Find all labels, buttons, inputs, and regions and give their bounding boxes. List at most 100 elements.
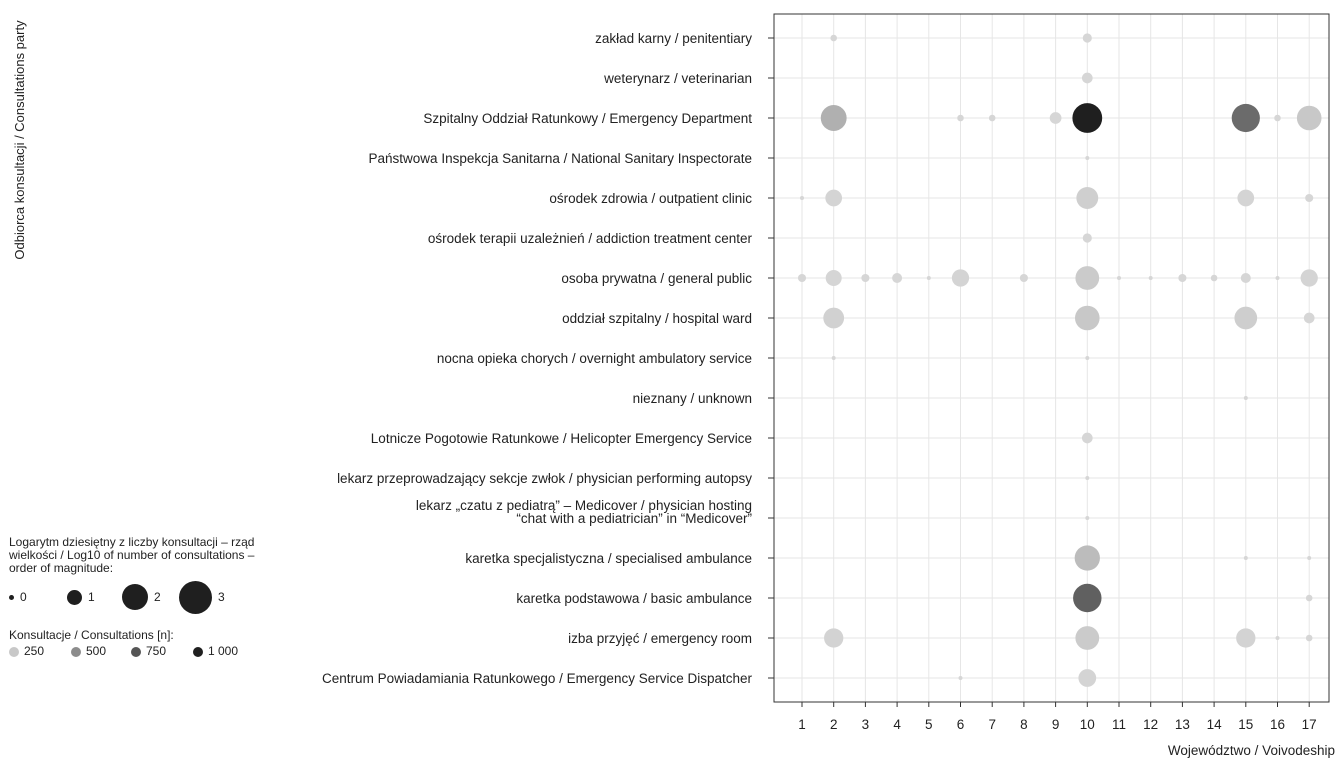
category-label: Państwowa Inspekcja Sanitarna / National… bbox=[369, 151, 752, 166]
x-tick-label: 4 bbox=[893, 717, 901, 732]
data-point bbox=[1210, 274, 1218, 282]
category-label: izba przyjęć / emergency room bbox=[568, 631, 752, 646]
category-label: karetka podstawowa / basic ambulance bbox=[516, 591, 752, 606]
color-legend-label: 750 bbox=[146, 644, 167, 658]
x-tick-label: 16 bbox=[1270, 717, 1285, 732]
category-label: ośrodek terapii uzależnień / addiction t… bbox=[428, 231, 753, 246]
data-point bbox=[825, 189, 843, 207]
data-point bbox=[958, 676, 963, 680]
data-point bbox=[1274, 114, 1281, 122]
x-tick-label: 10 bbox=[1080, 717, 1095, 732]
color-legend-label: 250 bbox=[24, 644, 45, 658]
data-point bbox=[861, 273, 870, 283]
category-label: Szpitalny Oddział Ratunkowy / Emergency … bbox=[423, 111, 752, 126]
data-point bbox=[1085, 476, 1090, 480]
size-legend-item: 1 bbox=[67, 589, 95, 605]
data-point bbox=[1275, 636, 1280, 640]
color-legend-dot bbox=[9, 646, 19, 657]
x-tick-label: 1 bbox=[798, 717, 806, 732]
data-point bbox=[1303, 312, 1315, 324]
category-label: ośrodek zdrowia / outpatient clinic bbox=[549, 191, 752, 206]
size-legend-label: 0 bbox=[20, 589, 27, 604]
color-legend-item: 750 bbox=[131, 645, 166, 658]
size-legend-item: 0 bbox=[9, 590, 27, 603]
category-label: weterynarz / veterinarian bbox=[603, 71, 752, 86]
data-point bbox=[1081, 72, 1093, 84]
data-point bbox=[951, 269, 970, 287]
data-point bbox=[1082, 33, 1092, 43]
data-point bbox=[1307, 556, 1312, 560]
legend: Logarytm dziesiętny z liczby konsultacji… bbox=[9, 536, 259, 659]
data-point bbox=[957, 114, 964, 122]
data-point bbox=[1049, 112, 1062, 124]
data-point bbox=[1148, 276, 1153, 280]
x-tick-label: 11 bbox=[1112, 717, 1126, 732]
x-tick-label: 5 bbox=[925, 717, 933, 732]
category-label: zakład karny / penitentiary bbox=[595, 31, 752, 46]
data-point bbox=[1237, 189, 1255, 207]
data-point bbox=[1243, 556, 1248, 560]
x-tick-label: 12 bbox=[1143, 717, 1158, 732]
plot-border bbox=[773, 13, 1330, 703]
data-point bbox=[1305, 634, 1313, 642]
size-legend-item: 2 bbox=[122, 584, 161, 610]
data-point bbox=[1081, 432, 1093, 444]
x-tick-label: 15 bbox=[1238, 717, 1253, 732]
data-point bbox=[1085, 356, 1090, 360]
size-legend-dot bbox=[122, 584, 148, 610]
color-legend-dot bbox=[131, 646, 141, 657]
size-legend-dot bbox=[67, 589, 82, 605]
color-legend-dot bbox=[71, 646, 81, 657]
data-point bbox=[825, 269, 842, 287]
data-point bbox=[1296, 105, 1322, 131]
x-tick-label: 7 bbox=[988, 717, 996, 732]
data-point bbox=[1117, 276, 1121, 280]
category-labels: zakład karny / penitentiary weterynarz / … bbox=[322, 31, 752, 686]
data-point bbox=[1074, 545, 1100, 571]
data-point bbox=[1240, 272, 1251, 284]
data-point bbox=[1085, 156, 1090, 160]
category-label: osoba prywatna / general public bbox=[561, 271, 752, 286]
data-point bbox=[1019, 273, 1028, 283]
data-point bbox=[1073, 583, 1102, 613]
category-label: Centrum Powiadamiania Ratunkowego / Emer… bbox=[322, 671, 752, 686]
size-legend-entries: 0 1 2 3 bbox=[9, 577, 259, 617]
x-tick-label: 17 bbox=[1302, 717, 1317, 732]
data-point bbox=[1300, 269, 1318, 287]
x-axis-title: Województwo / Voivodeship bbox=[1168, 743, 1335, 758]
data-point bbox=[823, 307, 845, 329]
category-label: nieznany / unknown bbox=[633, 391, 752, 406]
x-tick-label: 6 bbox=[957, 717, 965, 732]
data-point bbox=[988, 114, 996, 122]
x-tick-label: 9 bbox=[1052, 717, 1060, 732]
category-label: karetka specjalistyczna / specialised am… bbox=[465, 551, 752, 566]
data-point bbox=[1231, 103, 1260, 133]
data-points bbox=[797, 33, 1322, 687]
x-tick-label: 13 bbox=[1175, 717, 1190, 732]
data-point bbox=[1275, 276, 1280, 280]
size-legend-dot bbox=[9, 594, 14, 600]
x-tick-label: 14 bbox=[1207, 717, 1223, 732]
data-point bbox=[1072, 103, 1103, 133]
category-label: oddział szpitalny / hospital ward bbox=[562, 311, 752, 326]
color-legend-label: 1 000 bbox=[208, 644, 239, 658]
category-label: lekarz przeprowadzający sekcje zwłok / p… bbox=[337, 471, 752, 486]
data-point bbox=[1074, 305, 1100, 331]
x-tick-label: 3 bbox=[862, 717, 870, 732]
data-point bbox=[1305, 193, 1314, 203]
category-label: lekarz „czatu z pediatrą” – Medicover / … bbox=[416, 498, 752, 526]
color-legend-item: 500 bbox=[71, 645, 106, 658]
size-legend-item: 3 bbox=[179, 580, 225, 614]
data-point bbox=[892, 272, 903, 284]
data-point bbox=[1082, 233, 1092, 243]
data-point bbox=[1234, 306, 1258, 330]
data-point bbox=[1076, 187, 1099, 209]
color-legend-item: 250 bbox=[9, 645, 44, 658]
category-label: nocna opieka chorych / overnight ambulat… bbox=[437, 351, 752, 366]
data-point bbox=[1078, 669, 1097, 687]
x-tick-label: 2 bbox=[830, 717, 838, 732]
data-point bbox=[1243, 396, 1248, 400]
size-legend-label: 2 bbox=[154, 589, 161, 604]
data-point bbox=[926, 276, 931, 280]
size-legend-title: Logarytm dziesiętny z liczby konsultacji… bbox=[9, 535, 255, 575]
